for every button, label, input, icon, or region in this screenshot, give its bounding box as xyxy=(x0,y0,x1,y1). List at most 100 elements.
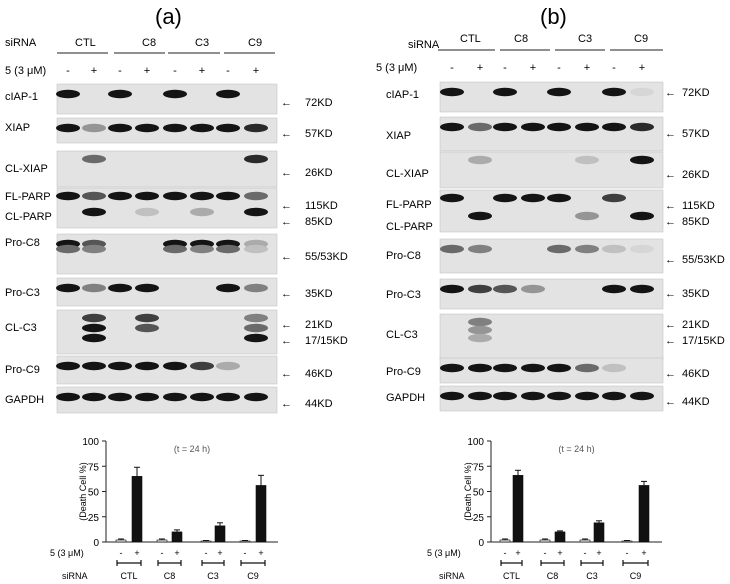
blot-band xyxy=(244,244,268,254)
bar xyxy=(621,540,633,543)
chart-annotation: (t = 24 h) xyxy=(174,444,210,454)
blot-band xyxy=(216,89,240,99)
molecular-weight-label: 35KD xyxy=(305,288,333,300)
blot-strip xyxy=(439,81,664,113)
y-tick-label: 0 xyxy=(93,538,99,549)
y-tick-label: 100 xyxy=(467,437,484,448)
blot-band xyxy=(575,211,599,221)
treatment-sign: - xyxy=(584,548,587,558)
treatment-label: 5 (3 μM) xyxy=(376,62,417,74)
bar xyxy=(156,539,168,543)
protein-label: Pro-C3 xyxy=(5,287,40,299)
blot-band xyxy=(108,89,132,99)
blot-band xyxy=(575,363,599,373)
molecular-weight-label: 72KD xyxy=(305,97,333,109)
y-tick-label: 25 xyxy=(88,513,100,524)
molecular-weight-label: 21KD xyxy=(305,319,333,331)
blot-band xyxy=(190,191,214,201)
treatment-sign: - xyxy=(173,65,177,77)
blot-band xyxy=(468,325,492,335)
protein-label: Pro-C8 xyxy=(5,237,40,249)
sirna-label: siRNA xyxy=(408,39,440,51)
molecular-weight-label: 21KD xyxy=(682,319,710,331)
blot-band xyxy=(56,123,80,133)
group-label: C8 xyxy=(142,37,156,49)
treatment-sign: - xyxy=(118,65,122,77)
blot-band xyxy=(108,392,132,402)
protein-label: CL-XIAP xyxy=(5,163,48,175)
molecular-weight-label: 55/53KD xyxy=(682,254,725,266)
arrow-icon: ← xyxy=(665,288,676,300)
treatment-sign: - xyxy=(120,548,123,558)
treatment-sign: - xyxy=(557,62,561,74)
blot-band xyxy=(135,323,159,333)
blot-band xyxy=(468,211,492,221)
arrow-icon: ← xyxy=(665,169,676,181)
blot-band xyxy=(56,191,80,201)
molecular-weight-label: 115KD xyxy=(305,200,338,212)
blot-band xyxy=(163,361,187,371)
blot-band xyxy=(468,317,492,327)
blot-band xyxy=(468,391,492,401)
bar xyxy=(214,525,226,543)
blot-band xyxy=(244,207,268,217)
sirna-label: siRNA xyxy=(5,37,37,49)
blot-band xyxy=(575,155,599,165)
blot-strip xyxy=(56,233,278,275)
blot-band xyxy=(82,191,106,201)
blot-band xyxy=(602,193,626,203)
group-label: C9 xyxy=(630,571,642,581)
sirna-label: siRNA xyxy=(62,571,88,581)
molecular-weight-label: 46KD xyxy=(305,368,333,380)
blot-band xyxy=(521,363,545,373)
blot-band xyxy=(190,207,214,217)
blot-band xyxy=(82,361,106,371)
blot-band xyxy=(602,284,626,294)
group-label: C3 xyxy=(195,37,209,49)
group-label: C9 xyxy=(634,33,648,45)
blot-band xyxy=(163,392,187,402)
bar xyxy=(255,485,267,543)
bar xyxy=(593,522,605,543)
blot-band xyxy=(244,323,268,333)
blot-band xyxy=(468,155,492,165)
blot-band xyxy=(163,244,187,254)
y-tick-label: 75 xyxy=(473,462,485,473)
arrow-icon: ← xyxy=(281,97,292,109)
arrow-icon: ← xyxy=(665,128,676,140)
blot-strip xyxy=(56,277,278,307)
treatment-sign: + xyxy=(174,548,179,558)
molecular-weight-label: 72KD xyxy=(682,87,710,99)
arrow-icon: ← xyxy=(281,216,292,228)
blot-band xyxy=(108,361,132,371)
y-tick-label: 75 xyxy=(88,462,100,473)
treatment-sign: - xyxy=(450,62,454,74)
y-tick-label: 50 xyxy=(88,488,100,499)
treatment-sign: - xyxy=(503,62,507,74)
blot-band xyxy=(468,333,492,343)
blot-band xyxy=(493,391,517,401)
group-label: CTL xyxy=(460,33,481,45)
blot-band xyxy=(440,87,464,97)
blot-band xyxy=(521,391,545,401)
blot-strip xyxy=(56,83,278,115)
blot-band xyxy=(82,333,106,343)
treatment-label: 5 (3 μM) xyxy=(427,548,461,558)
blot-band xyxy=(547,244,571,254)
treatment-sign: + xyxy=(641,548,646,558)
protein-label: Pro-C3 xyxy=(386,289,421,301)
treatment-sign: - xyxy=(161,548,164,558)
blot-band xyxy=(547,363,571,373)
protein-label: CL-C3 xyxy=(5,322,37,334)
blot-band xyxy=(630,284,654,294)
arrow-icon: ← xyxy=(665,368,676,380)
blot-band xyxy=(108,123,132,133)
y-tick-label: 50 xyxy=(473,488,485,499)
arrow-icon: ← xyxy=(665,87,676,99)
bar xyxy=(638,485,650,543)
protein-label: CL-XIAP xyxy=(386,168,429,180)
bar xyxy=(499,539,511,543)
molecular-weight-label: 26KD xyxy=(682,169,710,181)
blot-band xyxy=(547,391,571,401)
protein-label: Pro-C8 xyxy=(386,250,421,262)
